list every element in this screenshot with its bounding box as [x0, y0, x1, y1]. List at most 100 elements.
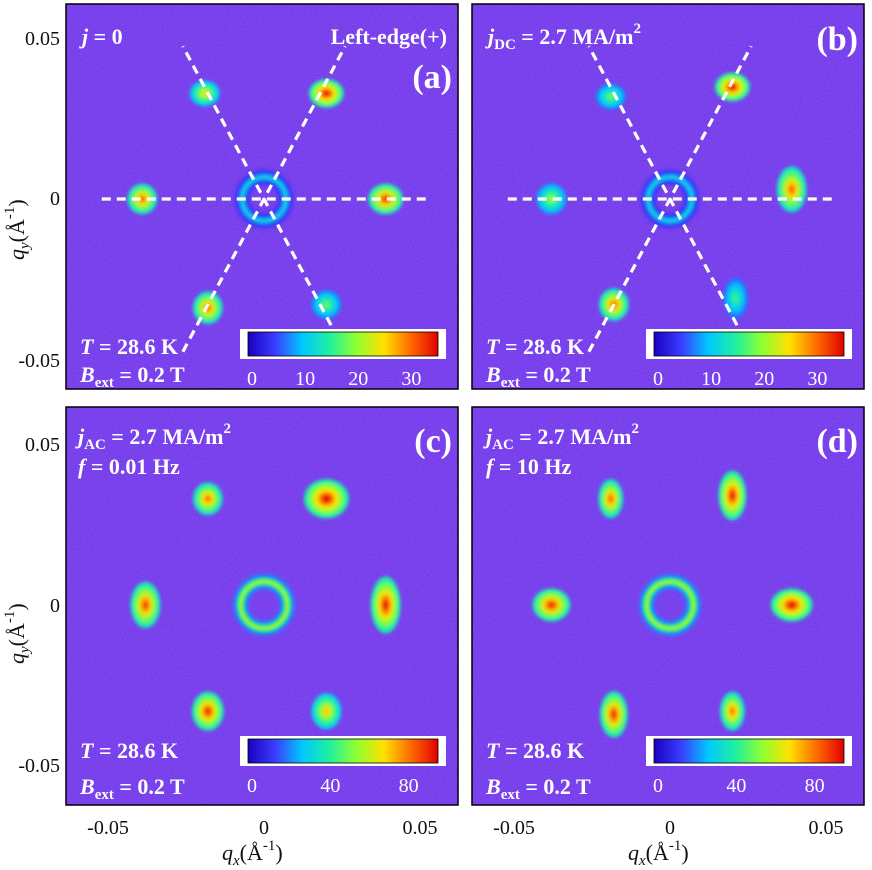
y-tick-label: 0	[50, 595, 60, 617]
spot-layer	[607, 94, 614, 100]
colorbar-tick-label: 40	[726, 775, 746, 797]
panel-c-colorbar: 0 40 80	[240, 736, 446, 797]
spot-layer	[139, 195, 146, 203]
bragg-spot	[723, 277, 749, 319]
panel-b: jDC = 2.7 MA/m2 (b) T = 28.6 K Bext = 0.…	[471, 3, 865, 391]
spot-layer	[321, 494, 331, 503]
y-tick-label: 0.05	[25, 434, 60, 456]
spot-layer	[729, 490, 736, 501]
panel-a-corner-label: Left-edge(+)	[331, 24, 447, 49]
panel-a-current-label: j = 0	[79, 24, 123, 49]
panel-d-temperature: T = 28.6 K	[486, 738, 584, 763]
bragg-spot	[536, 183, 567, 215]
spot-layer	[322, 90, 330, 97]
colorbar-gradient	[653, 738, 845, 764]
bragg-spot	[598, 479, 624, 519]
spot-layer	[201, 90, 208, 96]
bragg-spot	[776, 166, 807, 213]
panel-a-frame	[65, 3, 459, 390]
bragg-spot	[714, 72, 750, 102]
panel-d-frame	[471, 406, 865, 806]
panel-c-frame	[65, 406, 459, 806]
spot-layer	[733, 294, 739, 303]
panel-c-field: Bext = 0.2 T	[79, 774, 185, 803]
bragg-spot	[303, 479, 349, 519]
panel-a-temperature: T = 28.6 K	[80, 334, 178, 359]
colorbar-tick-label: 40	[320, 775, 340, 797]
panel-a: j = 0 Left-edge(+) (a) T = 28.6 K Bext =…	[65, 3, 459, 391]
x-tick-label: 0.05	[809, 817, 844, 839]
spot-layer	[547, 601, 556, 609]
bragg-spot	[308, 79, 344, 108]
panel-d-letter: (d)	[816, 423, 858, 460]
bragg-spot	[532, 588, 571, 622]
spot-layer	[729, 707, 735, 716]
panel-d: jAC = 2.7 MA/m2 f = 10 Hz (d) T = 28.6 K…	[471, 406, 865, 806]
x-ticks-left: -0.05 0 0.05	[87, 817, 437, 839]
bragg-spot	[370, 576, 401, 634]
x-tick-label: 0	[259, 817, 269, 839]
x-tick-label: 0	[665, 817, 675, 839]
panel-c-temperature: T = 28.6 K	[80, 738, 178, 763]
guide-line	[181, 45, 347, 353]
y-tick-label: -0.05	[18, 350, 60, 372]
panel-d-current-label: jAC = 2.7 MA/m2	[483, 421, 639, 453]
panel-b-current-label: jDC = 2.7 MA/m2	[485, 21, 641, 53]
colorbar-tick-label: 10	[295, 368, 315, 390]
colorbar-tick-label: 80	[399, 775, 419, 797]
colorbar-tick-label: 0	[247, 775, 257, 797]
y-tick-label: 0	[50, 188, 60, 210]
bragg-spot	[127, 183, 158, 215]
spot-layer	[608, 494, 614, 503]
bragg-spot	[192, 482, 223, 516]
panel-b-letter: (b)	[816, 21, 858, 58]
x-ticks-right: -0.05 0 0.05	[493, 817, 843, 839]
central-ring-core	[645, 580, 695, 630]
colorbar-tick-label: 30	[401, 368, 421, 390]
panel-b-frame	[471, 3, 865, 390]
colorbar-tick-label: 0	[653, 368, 663, 390]
panel-b-field: Bext = 0.2 T	[485, 362, 591, 391]
colorbar-tick-label: 10	[701, 368, 721, 390]
y-ticks-bottom: 0.05 0 -0.05	[18, 434, 60, 777]
colorbar-tick-label: 0	[653, 775, 663, 797]
spot-layer	[611, 709, 617, 720]
panel-b-temperature: T = 28.6 K	[486, 334, 584, 359]
spot-layer	[142, 600, 149, 610]
panel-c-letter: (c)	[414, 423, 452, 460]
x-axis-label-left: qx(Å-1)	[222, 838, 283, 869]
x-axis-label-right: qx(Å-1)	[628, 838, 689, 869]
panel-a-letter: (a)	[412, 59, 452, 96]
x-tick-label: -0.05	[87, 817, 129, 839]
central-ring-core	[239, 580, 289, 630]
y-axis-label-top: qy(Å-1)	[2, 199, 33, 260]
spot-layer	[323, 707, 330, 715]
colorbar-gradient	[247, 738, 439, 764]
y-ticks-top: 0.05 0 -0.05	[18, 28, 60, 372]
colorbar-gradient	[653, 331, 845, 357]
bragg-spot	[718, 470, 747, 521]
x-tick-label: -0.05	[493, 817, 535, 839]
y-axis-label-bottom: qy(Å-1)	[2, 603, 33, 664]
bragg-spot	[311, 693, 342, 730]
panel-d-colorbar: 0 40 80	[646, 736, 852, 797]
bragg-spot	[368, 183, 404, 215]
colorbar-tick-label: 0	[247, 368, 257, 390]
bragg-spot	[719, 691, 745, 731]
spot-layer	[204, 707, 212, 716]
panel-c-frequency-label: f = 0.01 Hz	[78, 454, 180, 479]
colorbar-tick-label: 20	[754, 368, 774, 390]
spot-layer	[787, 601, 796, 609]
panel-b-colorbar: 0 10 20 30	[646, 329, 852, 390]
colorbar-tick-label: 30	[807, 368, 827, 390]
panel-d-field: Bext = 0.2 T	[485, 774, 591, 803]
panel-c: jAC = 2.7 MA/m2 f = 0.01 Hz (c) T = 28.6…	[65, 406, 459, 806]
colorbar-tick-label: 20	[348, 368, 368, 390]
bragg-spot	[189, 80, 220, 107]
bragg-spot	[595, 83, 626, 110]
y-tick-label: -0.05	[18, 755, 60, 777]
bragg-spot	[191, 691, 224, 731]
spot-layer	[323, 301, 330, 308]
bragg-spot	[599, 691, 628, 738]
